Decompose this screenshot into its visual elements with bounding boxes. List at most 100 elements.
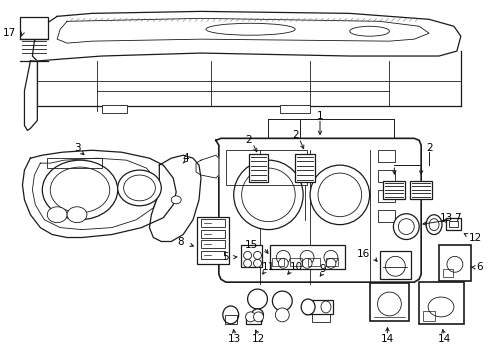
Text: 6: 6 — [477, 262, 483, 272]
Ellipse shape — [247, 289, 268, 309]
Text: 7: 7 — [454, 213, 461, 223]
Ellipse shape — [302, 258, 312, 268]
Bar — [410, 181, 432, 199]
Polygon shape — [32, 12, 461, 61]
Bar — [241, 246, 263, 267]
Bar — [270, 246, 345, 269]
Bar — [305, 300, 333, 314]
Bar — [102, 105, 126, 113]
Ellipse shape — [67, 207, 87, 222]
Ellipse shape — [42, 160, 118, 220]
Text: 5: 5 — [222, 252, 229, 262]
Bar — [290, 258, 302, 266]
Bar — [248, 154, 269, 182]
Ellipse shape — [253, 312, 264, 322]
Ellipse shape — [123, 175, 155, 201]
Polygon shape — [216, 138, 421, 282]
Bar — [201, 230, 225, 238]
Ellipse shape — [426, 215, 442, 235]
Ellipse shape — [245, 312, 256, 322]
Bar — [326, 258, 338, 266]
Ellipse shape — [324, 251, 338, 264]
Bar — [252, 314, 263, 321]
Ellipse shape — [428, 297, 454, 317]
Ellipse shape — [321, 301, 331, 313]
Bar — [280, 105, 310, 113]
Bar — [443, 269, 453, 277]
Ellipse shape — [386, 256, 405, 276]
Bar — [419, 282, 464, 324]
Bar — [245, 314, 262, 324]
Bar — [295, 154, 315, 182]
Ellipse shape — [301, 299, 315, 315]
Bar — [308, 258, 320, 266]
Ellipse shape — [234, 160, 303, 230]
Bar — [377, 210, 395, 222]
Bar — [449, 221, 458, 226]
Ellipse shape — [171, 196, 181, 204]
Ellipse shape — [244, 251, 251, 259]
Ellipse shape — [350, 26, 390, 36]
Ellipse shape — [326, 258, 336, 268]
Ellipse shape — [275, 308, 289, 322]
Bar — [225, 315, 237, 324]
Bar — [201, 219, 225, 226]
Text: 4: 4 — [183, 153, 190, 163]
Text: 14: 14 — [381, 334, 394, 344]
Bar — [377, 150, 395, 162]
Ellipse shape — [393, 214, 419, 239]
Bar — [312, 314, 330, 322]
Text: 8: 8 — [177, 238, 184, 247]
Text: 9: 9 — [319, 264, 326, 274]
Bar — [384, 181, 405, 199]
Bar — [201, 251, 225, 259]
Bar — [377, 190, 395, 202]
Bar — [446, 218, 461, 230]
Text: 15: 15 — [245, 240, 259, 251]
Ellipse shape — [300, 251, 314, 264]
Ellipse shape — [447, 256, 463, 272]
Ellipse shape — [50, 167, 110, 213]
Ellipse shape — [223, 306, 239, 324]
Bar — [423, 311, 435, 321]
Ellipse shape — [272, 291, 292, 311]
Bar — [226, 150, 307, 185]
Text: 2: 2 — [426, 143, 432, 153]
Polygon shape — [196, 155, 219, 178]
Ellipse shape — [242, 168, 295, 222]
Ellipse shape — [118, 170, 161, 206]
Polygon shape — [24, 61, 37, 130]
Text: 11: 11 — [262, 262, 275, 272]
Text: 17: 17 — [3, 28, 17, 38]
Ellipse shape — [276, 251, 290, 264]
Ellipse shape — [244, 259, 251, 267]
Ellipse shape — [398, 219, 414, 235]
Bar — [439, 246, 471, 281]
Bar — [272, 258, 284, 266]
Ellipse shape — [318, 173, 362, 217]
Polygon shape — [23, 150, 176, 238]
Ellipse shape — [310, 165, 369, 225]
Ellipse shape — [429, 219, 439, 231]
Bar — [21, 17, 48, 39]
Text: 13: 13 — [228, 334, 242, 344]
Ellipse shape — [206, 23, 295, 35]
Text: 14: 14 — [438, 334, 451, 344]
Ellipse shape — [47, 207, 67, 222]
Ellipse shape — [253, 259, 262, 267]
Bar — [377, 170, 395, 182]
Bar — [197, 217, 229, 264]
Text: 12: 12 — [252, 334, 265, 344]
Text: 10: 10 — [290, 262, 303, 272]
Text: 2: 2 — [245, 135, 252, 145]
Bar — [47, 158, 102, 168]
Bar — [380, 251, 411, 279]
Polygon shape — [149, 155, 201, 242]
Bar — [369, 283, 409, 321]
Text: 16: 16 — [356, 249, 369, 260]
Text: 1: 1 — [317, 111, 323, 121]
Ellipse shape — [377, 292, 401, 316]
Ellipse shape — [251, 309, 264, 321]
Text: 3: 3 — [74, 143, 80, 153]
Ellipse shape — [278, 258, 288, 268]
